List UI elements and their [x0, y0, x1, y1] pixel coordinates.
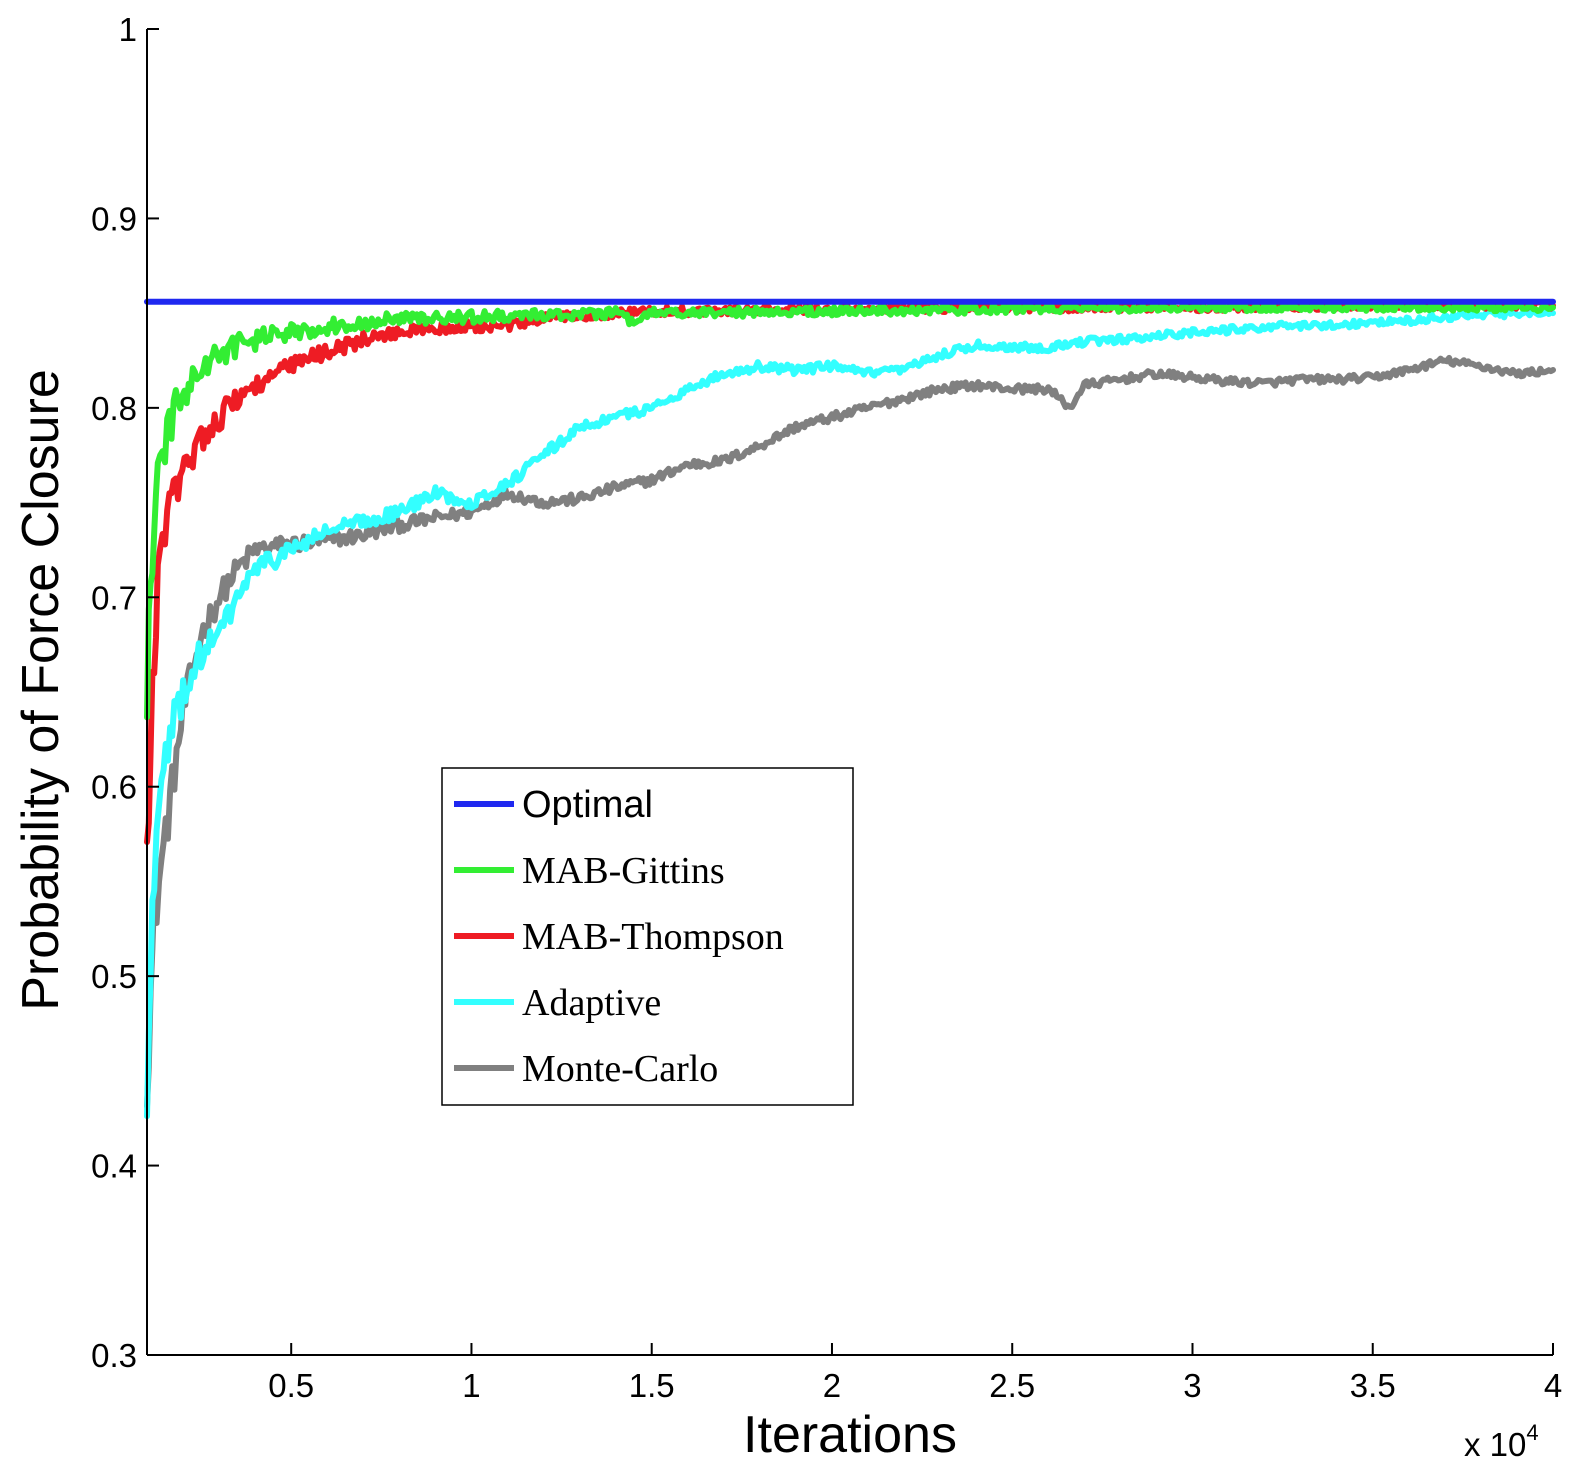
x-axis-title: Iterations: [743, 1406, 957, 1464]
ticks-layer: 0.3 0.4 0.5 0.6 0.7 0.8 0.9 1 0.5 1 1.5 2 2.5 3 3.5 4: [91, 11, 1562, 1404]
axes-layer: [146, 29, 1553, 1356]
legend-label: MAB-Thompson: [522, 916, 784, 958]
legend-item-optimal: Optimal: [454, 784, 653, 826]
y-tick-label: 0.9: [91, 200, 137, 237]
x-axis-multiplier-exponent: 4: [1526, 1420, 1538, 1445]
x-axis-multiplier: x 104: [1464, 1420, 1539, 1463]
legend-item-mab-gittins: MAB-Gittins: [454, 850, 725, 892]
y-tick-label: 0.6: [91, 769, 137, 806]
series-layer: [144, 298, 1556, 1120]
x-tick-label: 1: [462, 1367, 480, 1404]
x-tick-label: 2: [823, 1367, 841, 1404]
y-tick-label: 1: [119, 11, 137, 48]
y-tick-label: 0.4: [91, 1148, 137, 1185]
x-tick-label: 3: [1183, 1367, 1201, 1404]
y-tick-label: 0.5: [91, 958, 137, 995]
y-tick-label: 0.7: [91, 579, 137, 616]
y-tick-label: 0.3: [91, 1337, 137, 1374]
series-line-mab-gittins: [144, 300, 1556, 721]
legend-label: Optimal: [522, 784, 653, 826]
legend-label: Adaptive: [522, 982, 661, 1024]
legend-item-monte-carlo: Monte-Carlo: [454, 1048, 718, 1090]
x-tick-label: 1.5: [629, 1367, 675, 1404]
x-tick-label: 0.5: [268, 1367, 314, 1404]
legend-label: MAB-Gittins: [522, 850, 725, 892]
legend-item-adaptive: Adaptive: [454, 982, 661, 1024]
x-axis-multiplier-base: x 10: [1464, 1426, 1526, 1463]
series-line-monte-carlo: [144, 354, 1556, 1110]
x-tick-label: 3.5: [1350, 1367, 1396, 1404]
series-line-adaptive: [144, 306, 1556, 1120]
legend-item-mab-thompson: MAB-Thompson: [454, 916, 784, 958]
x-tick-label: 2.5: [989, 1367, 1035, 1404]
y-axis-title: Probability of Force Closure: [12, 369, 70, 1011]
x-tick-label: 4: [1544, 1367, 1562, 1404]
legend: Optimal MAB-Gittins MAB-Thompson Adaptive Mo…: [441, 767, 854, 1106]
legend-label: Monte-Carlo: [522, 1048, 718, 1090]
y-tick-label: 0.8: [91, 390, 137, 427]
